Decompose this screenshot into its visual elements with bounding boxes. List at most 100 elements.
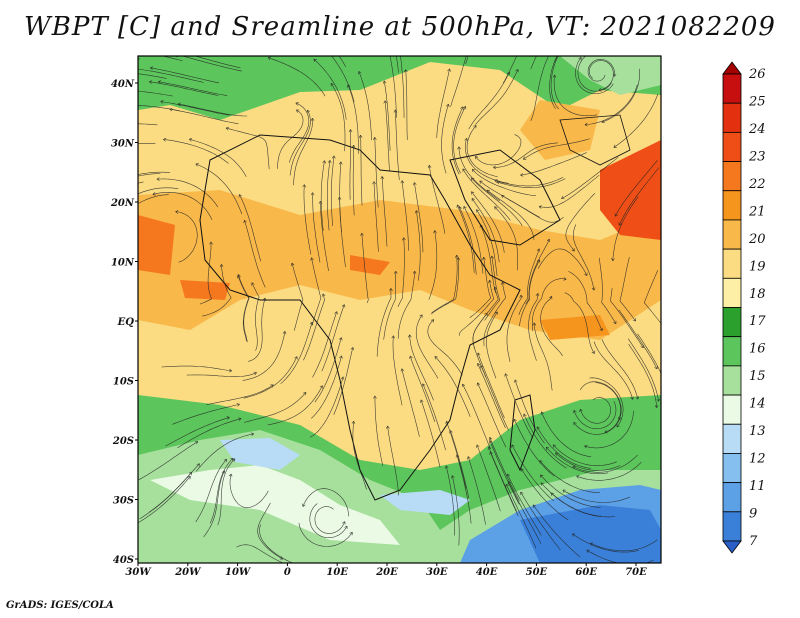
streamline	[267, 385, 323, 426]
streamline-arrow	[373, 395, 377, 399]
streamline	[158, 81, 228, 96]
streamline	[148, 463, 200, 513]
streamline	[480, 224, 496, 294]
streamline-arrow	[461, 383, 466, 388]
streamline-arrow	[70, 53, 73, 56]
streamline-arrow	[586, 549, 590, 553]
streamline-arrow	[225, 126, 229, 131]
streamline	[267, 57, 326, 97]
lon-label: 10W	[225, 567, 252, 578]
streamline-arrow	[507, 481, 512, 485]
streamline-arrow	[522, 156, 527, 160]
streamline-arrow	[654, 365, 658, 370]
streamline	[469, 257, 492, 318]
streamline	[588, 60, 614, 91]
streamline	[477, 382, 507, 448]
streamline	[530, 56, 549, 122]
streamline-arrow	[482, 256, 486, 261]
streamline	[568, 271, 603, 331]
streamline	[156, 178, 219, 208]
streamline	[539, 460, 600, 493]
streamline	[291, 262, 304, 331]
streamline	[593, 341, 633, 400]
streamline-arrow	[251, 282, 255, 286]
streamline	[456, 454, 472, 524]
streamline	[338, 56, 347, 68]
streamline	[195, 163, 243, 215]
streamline-arrow	[243, 219, 247, 224]
streamline-arrow	[462, 106, 467, 110]
streamline-arrow	[549, 295, 553, 300]
streamline-arrow	[360, 232, 364, 236]
streamline-arrow	[310, 192, 315, 196]
streamline	[169, 108, 239, 125]
streamline	[383, 271, 397, 340]
streamline-arrow	[113, 46, 116, 49]
streamline-arrow	[501, 281, 505, 285]
streamline	[480, 365, 509, 431]
streamline-arrow	[302, 503, 306, 507]
streamline	[333, 347, 354, 416]
lat-label: 10S	[113, 377, 134, 388]
streamline	[311, 355, 342, 419]
streamline-arrow	[434, 356, 438, 360]
colorbar-swatch	[722, 161, 742, 192]
streamline-arrow	[598, 88, 602, 92]
streamline	[514, 379, 545, 444]
streamline-arrow	[109, 225, 112, 228]
colorbar-label: 20	[748, 232, 766, 247]
streamline	[320, 201, 329, 271]
streamline	[576, 461, 642, 481]
streamline-arrow	[536, 426, 540, 430]
streamline	[277, 109, 304, 169]
streamline	[243, 356, 298, 399]
streamline	[138, 123, 158, 126]
streamline-arrow	[613, 144, 617, 148]
streamline	[310, 376, 344, 438]
colorbar-swatch	[722, 394, 742, 425]
streamline-arrow	[230, 457, 234, 462]
streamline	[613, 93, 659, 148]
colorbar-swatch	[722, 307, 742, 338]
streamline	[458, 280, 495, 336]
streamline	[476, 209, 498, 277]
streamline-arrow	[572, 533, 576, 537]
streamline	[243, 392, 307, 423]
streamline	[177, 418, 242, 449]
streamline	[507, 473, 542, 536]
streamline	[229, 473, 269, 509]
streamline	[541, 411, 592, 458]
streamline-arrow	[584, 444, 588, 449]
streamline	[471, 168, 537, 196]
streamline	[573, 224, 595, 291]
streamline	[532, 504, 581, 558]
streamline-arrow	[523, 413, 527, 417]
streamline-arrow	[663, 327, 666, 330]
streamline-arrow	[267, 56, 272, 61]
streamline	[589, 377, 624, 428]
streamline-arrow	[511, 444, 515, 448]
streamline-arrow	[564, 44, 567, 47]
streamline	[330, 83, 346, 152]
streamline	[595, 382, 622, 433]
streamline-arrow	[561, 195, 565, 199]
streamline-arrow	[398, 48, 401, 51]
streamline	[471, 177, 523, 227]
streamline-arrow	[149, 80, 153, 84]
streamline-arrow	[562, 489, 566, 493]
streamline-arrow	[654, 404, 659, 408]
streamline	[314, 337, 342, 403]
streamline	[619, 257, 636, 322]
streamline	[165, 417, 230, 447]
streamline	[489, 451, 519, 517]
streamline-arrow	[538, 205, 542, 209]
streamline	[163, 139, 229, 164]
streamline-arrow	[319, 42, 322, 45]
streamline	[400, 56, 405, 118]
streamline	[138, 58, 141, 60]
streamline	[477, 352, 505, 419]
streamline-arrow	[296, 109, 300, 113]
streamline-arrow	[616, 424, 620, 428]
streamline-arrow	[515, 69, 519, 73]
streamline	[471, 198, 500, 263]
